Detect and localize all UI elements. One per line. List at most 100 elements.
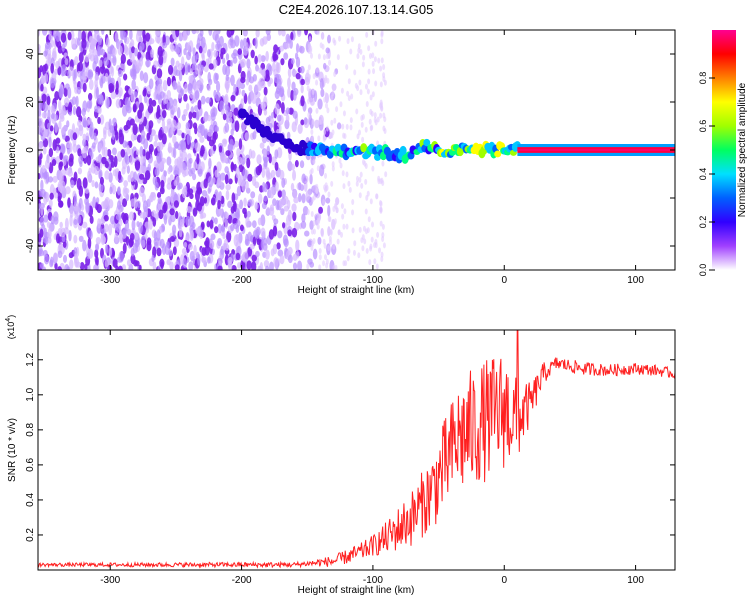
spectrogram-noise-blob bbox=[233, 140, 239, 148]
spectrogram-noise-blob bbox=[135, 149, 140, 156]
spectrogram-noise-blob bbox=[110, 66, 115, 77]
spectrogram-noise-blob bbox=[172, 101, 178, 113]
spectrogram-noise-blob bbox=[207, 176, 214, 188]
spectrogram-noise-blob bbox=[268, 186, 275, 199]
spectrogram-noise-blob bbox=[332, 205, 336, 212]
spectrogram-noise-blob bbox=[205, 97, 211, 104]
spectrogram-noise-blob bbox=[373, 112, 377, 119]
spectrogram-noise-blob bbox=[104, 160, 109, 169]
spectrogram-noise-blob bbox=[215, 126, 220, 133]
spectrogram-noise-blob bbox=[330, 119, 334, 126]
spectrogram-noise-blob bbox=[122, 242, 127, 254]
spectrogram-noise-blob bbox=[75, 106, 82, 118]
spectrogram-noise-blob bbox=[287, 87, 291, 98]
spectrogram-noise-blob bbox=[369, 198, 373, 205]
spectrogram-noise-blob bbox=[127, 228, 132, 236]
spectrogram-noise-blob bbox=[153, 60, 159, 68]
spectrogram-noise-blob bbox=[70, 179, 75, 189]
spectrogram-noise-blob bbox=[49, 125, 54, 132]
spectrogram-noise-blob bbox=[349, 124, 353, 131]
spectrogram-noise-blob bbox=[293, 196, 299, 204]
spectrogram-noise-blob bbox=[161, 109, 167, 119]
spectrogram-noise-blob bbox=[159, 91, 165, 99]
spectrogram-noise-blob bbox=[209, 146, 214, 157]
spectrogram-noise-blob bbox=[192, 47, 196, 57]
spectrogram-noise-blob bbox=[198, 78, 204, 85]
spectrogram-noise-blob bbox=[148, 97, 153, 106]
spectrogram-noise-blob bbox=[312, 219, 316, 226]
spectrogram-noise-blob bbox=[200, 95, 206, 105]
spectrogram-noise-blob bbox=[142, 30, 146, 39]
spectrogram-noise-blob bbox=[325, 47, 330, 54]
spectrogram-noise-blob bbox=[68, 157, 74, 167]
spectrogram-noise-blob bbox=[356, 53, 360, 60]
spectrogram-noise-blob bbox=[301, 173, 306, 184]
spectrogram-noise-blob bbox=[299, 160, 305, 169]
spectrogram-noise-blob bbox=[265, 50, 269, 62]
spectrogram-noise-blob bbox=[64, 264, 70, 270]
spectrogram-noise-blob bbox=[383, 116, 387, 123]
spectrogram-noise-blob bbox=[336, 238, 340, 245]
spectrogram-noise-blob bbox=[279, 254, 285, 265]
spectrogram-noise-blob bbox=[364, 178, 368, 185]
spectrogram-noise-blob bbox=[124, 219, 130, 232]
spectrogram-noise-blob bbox=[170, 213, 176, 223]
spectrogram-noise-blob bbox=[234, 35, 240, 47]
spectrogram-y-tick-label: 0 bbox=[25, 147, 36, 153]
spectrogram-noise-blob bbox=[86, 100, 92, 109]
spectrogram-noise-blob bbox=[327, 215, 331, 222]
spectrogram-noise-blob bbox=[129, 155, 134, 165]
spectrogram-noise-blob bbox=[173, 65, 178, 77]
spectrogram-noise-blob bbox=[57, 266, 63, 270]
spectrogram-noise-blob bbox=[255, 165, 262, 176]
spectrogram-noise-blob bbox=[66, 120, 70, 128]
spectrogram-noise-blob bbox=[43, 102, 48, 113]
spectrogram-noise-blob bbox=[158, 209, 164, 220]
spectrogram-noise-blob bbox=[333, 218, 337, 225]
spectrogram-noise-blob bbox=[177, 129, 183, 136]
spectrogram-noise-blob bbox=[48, 147, 54, 158]
spectrogram-y-tick-label: -40 bbox=[25, 238, 36, 253]
spectrogram-noise-blob bbox=[357, 252, 361, 259]
spectrogram-noise-blob bbox=[339, 162, 343, 169]
spectrogram-noise-blob bbox=[246, 210, 251, 218]
spectrogram-noise-blob bbox=[154, 134, 159, 142]
spectrogram-noise-blob bbox=[87, 170, 91, 181]
spectrogram-noise-blob bbox=[49, 192, 54, 200]
spectrogram-noise-blob bbox=[374, 40, 378, 47]
spectrogram-noise-blob bbox=[60, 144, 66, 155]
spectrogram-noise-blob bbox=[104, 259, 109, 268]
spectrogram-noise-blob bbox=[239, 224, 244, 232]
spectrogram-noise-blob bbox=[316, 30, 320, 36]
spectrogram-noise-blob bbox=[272, 198, 277, 207]
spectrogram-noise-blob bbox=[255, 228, 260, 239]
spectrogram-noise-blob bbox=[360, 121, 364, 128]
spectrogram-x-tick-label: -200 bbox=[232, 275, 252, 286]
spectrogram-noise-blob bbox=[121, 30, 126, 41]
spectrogram-noise-blob bbox=[172, 82, 178, 90]
spectrogram-noise-blob bbox=[67, 31, 72, 41]
spectrogram-noise-blob bbox=[212, 58, 218, 68]
spectrogram-noise-blob bbox=[130, 38, 135, 49]
spectrogram-noise-blob bbox=[273, 44, 279, 54]
spectrogram-noise-blob bbox=[364, 228, 368, 235]
spectrogram-noise-blob bbox=[100, 48, 106, 56]
spectrogram-noise-blob bbox=[62, 241, 67, 248]
spectrogram-noise-blob bbox=[238, 138, 243, 150]
spectrogram-noise-blob bbox=[250, 150, 256, 159]
spectrogram-noise-blob bbox=[151, 254, 155, 262]
spectrogram-noise-blob bbox=[233, 200, 237, 213]
spectrogram-noise-blob bbox=[137, 62, 142, 71]
spectrogram-noise-blob bbox=[143, 87, 147, 96]
spectrogram-noise-blob bbox=[148, 143, 154, 153]
spectrogram-noise-blob bbox=[195, 30, 200, 34]
spectrogram-noise-blob bbox=[274, 73, 280, 84]
spectrogram-noise-blob bbox=[45, 192, 50, 203]
spectrogram-noise-blob bbox=[50, 113, 55, 120]
spectrogram-noise-blob bbox=[126, 259, 132, 267]
spectrogram-noise-blob bbox=[257, 193, 263, 204]
spectrogram-noise-blob bbox=[322, 62, 327, 70]
spectrogram-noise-blob bbox=[99, 94, 104, 106]
spectrogram-noise-blob bbox=[78, 51, 84, 63]
